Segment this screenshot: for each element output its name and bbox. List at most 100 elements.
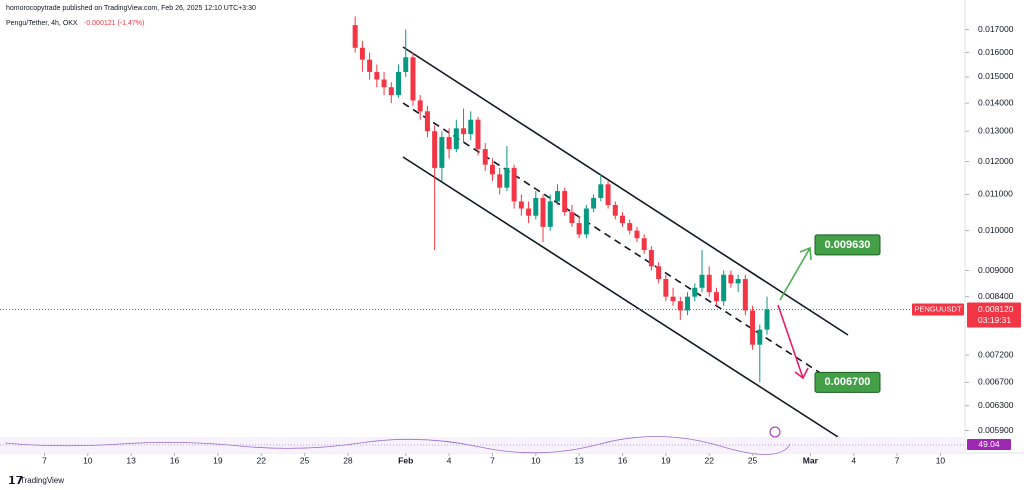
- candle-body: [598, 184, 604, 198]
- candle-body: [468, 119, 474, 135]
- candle-body: [692, 287, 698, 297]
- candle-body: [518, 201, 524, 209]
- x-tick-label: 7: [42, 455, 47, 465]
- candle-body: [757, 329, 763, 345]
- y-tick-label: 0.014000: [978, 97, 1014, 107]
- down-arrow: [777, 304, 809, 380]
- candle-body: [685, 296, 691, 311]
- x-tick-label: 25: [748, 455, 758, 465]
- x-tick-label: 10: [936, 455, 946, 465]
- x-tick-label: Mar: [803, 455, 819, 465]
- channel-upper: [402, 46, 849, 336]
- candle-body: [511, 167, 517, 202]
- candle-body: [620, 215, 626, 224]
- candle-body: [396, 71, 402, 96]
- candle-body: [374, 71, 380, 80]
- target-label: 0.006700: [825, 376, 871, 388]
- x-tick-label: 4: [447, 455, 452, 465]
- x-tick-label: 13: [574, 455, 584, 465]
- x-tick-label: 25: [300, 455, 310, 465]
- countdown-label: 03:19:31: [978, 315, 1011, 325]
- indicator-value: 49.04: [978, 439, 1000, 449]
- candle-body: [742, 279, 748, 311]
- candle-body: [453, 128, 459, 150]
- x-tick-label: 7: [895, 455, 900, 465]
- candle-body: [706, 274, 712, 293]
- candle-body: [764, 309, 770, 330]
- footer-brand: TradingView: [20, 476, 64, 485]
- candle-body: [728, 274, 734, 284]
- symbol-badge: [912, 303, 964, 316]
- event-icon: [769, 426, 781, 438]
- candle-body: [591, 197, 597, 209]
- y-tick-label: 0.010000: [978, 225, 1014, 235]
- x-tick-label: 16: [170, 455, 180, 465]
- x-tick-label: 28: [343, 455, 353, 465]
- candle-body: [359, 47, 365, 60]
- y-tick-label: 0.007200: [978, 349, 1014, 359]
- candle-body: [540, 197, 546, 227]
- candle-body: [410, 57, 416, 101]
- change-text: -0.000121 (-1.47%): [84, 20, 144, 27]
- candle-body: [569, 212, 575, 224]
- x-tick-label: 22: [704, 455, 714, 465]
- candle-body: [721, 274, 727, 302]
- x-tick-label: 19: [661, 455, 671, 465]
- logo-mark: 𝟭𝟳: [8, 475, 23, 487]
- candle-body: [547, 201, 553, 227]
- y-tick-label: 0.006300: [978, 400, 1014, 410]
- x-tick-label: 10: [531, 455, 541, 465]
- y-tick-label: 0.012000: [978, 156, 1014, 166]
- candle-body: [446, 137, 452, 150]
- candle-body: [417, 100, 423, 112]
- candle-body: [482, 149, 488, 165]
- x-tick-label: 4: [851, 455, 856, 465]
- target-label: 0.009630: [825, 239, 871, 251]
- candle-body: [641, 238, 647, 251]
- y-tick-label: 0.015000: [978, 71, 1014, 81]
- price-badge: [967, 302, 1021, 328]
- x-tick-label: 10: [83, 455, 93, 465]
- candle-body: [699, 274, 705, 288]
- publisher-line: homorocopytrade published on TradingView…: [6, 5, 256, 12]
- candle-body: [439, 137, 445, 168]
- candle-body: [713, 292, 719, 302]
- candle-body: [670, 296, 676, 302]
- candle-body: [352, 25, 358, 48]
- y-tick-label: 0.005900: [978, 425, 1014, 435]
- x-tick-label: Feb: [398, 455, 413, 465]
- candle-body: [750, 310, 756, 345]
- candle-body: [475, 119, 481, 150]
- indicator-line: [4, 436, 791, 455]
- candle-body: [497, 174, 503, 188]
- candle-body: [432, 131, 438, 168]
- target-box: [814, 234, 881, 256]
- candle-body: [526, 208, 532, 216]
- candle-body: [381, 79, 387, 88]
- candle-body: [656, 266, 662, 280]
- y-tick-label: 0.013000: [978, 125, 1014, 135]
- last-price-label: 0.008120: [978, 304, 1014, 314]
- symbol-label: PENGUUSDT: [914, 304, 962, 313]
- x-tick-label: 22: [256, 455, 266, 465]
- candle-body: [612, 204, 618, 216]
- candle-body: [605, 184, 611, 205]
- symbol-line: Pengu/Tether, 4h, OKX: [6, 20, 78, 27]
- candle-body: [554, 191, 560, 202]
- x-tick-label: 7: [490, 455, 495, 465]
- candle-body: [424, 111, 430, 132]
- candle-body: [504, 167, 510, 188]
- y-tick-label: 0.016000: [978, 47, 1014, 57]
- y-tick-label: 0.017000: [978, 24, 1014, 34]
- candle-body: [367, 59, 373, 72]
- x-tick-label: 19: [213, 455, 223, 465]
- x-tick-label: 16: [618, 455, 628, 465]
- candle-body: [403, 57, 409, 72]
- y-tick-label: 0.011000: [978, 189, 1013, 199]
- y-tick-label: 0.008400: [978, 291, 1014, 301]
- candle-body: [735, 279, 741, 284]
- candle-body: [489, 164, 495, 175]
- candle-body: [634, 230, 640, 239]
- candle-body: [562, 191, 568, 213]
- indicator-pane: [0, 437, 965, 453]
